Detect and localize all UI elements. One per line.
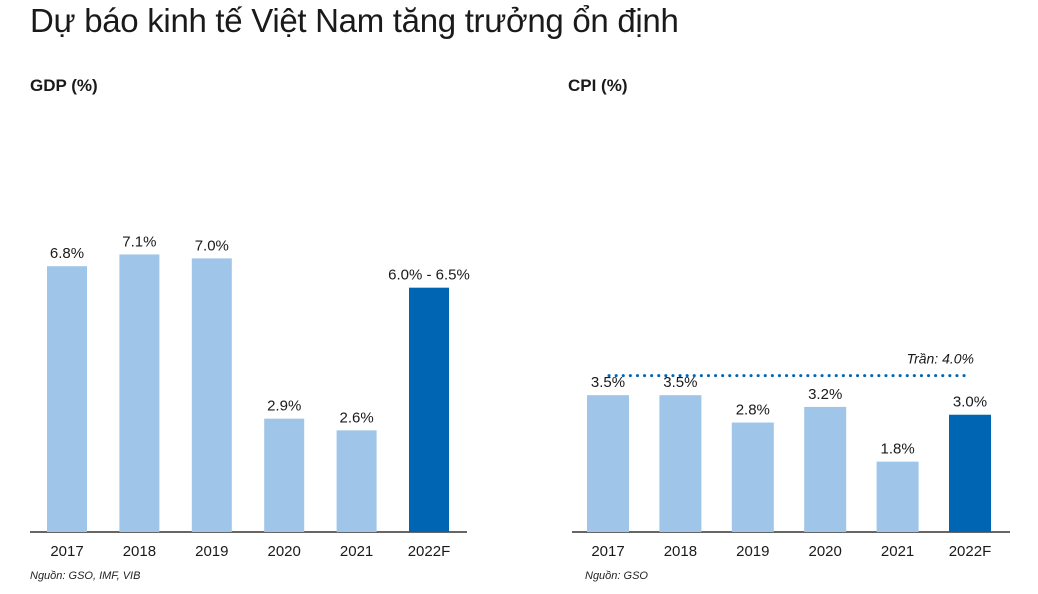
gdp-bar-2017 <box>47 266 87 532</box>
cpi-tick-label-2018: 2018 <box>664 543 697 560</box>
gdp-bar-2018 <box>119 254 160 533</box>
cpi-chart-title: CPI (%) <box>568 76 628 95</box>
gdp-data-label-2021: 2.6% <box>339 409 373 426</box>
gdp-tick-label-2017: 2017 <box>50 543 83 560</box>
gdp-bar-2020 <box>264 418 305 532</box>
gdp-bar-2022F <box>409 287 449 532</box>
cpi-data-label-2022F: 3.0% <box>953 394 987 411</box>
cpi-bar-2019 <box>731 422 774 532</box>
gdp-data-label-2022F: 6.0% - 6.5% <box>388 267 470 284</box>
cpi-data-label-2021: 1.8% <box>880 441 914 458</box>
gdp-bar-2019 <box>191 258 232 532</box>
cpi-bar-2021 <box>876 461 919 532</box>
gdp-tick-label-2021: 2021 <box>340 543 373 560</box>
gdp-data-label-2019: 7.0% <box>195 237 229 254</box>
gdp-tick-label-2018: 2018 <box>123 543 156 560</box>
cpi-tick-label-2022F: 2022F <box>949 543 992 560</box>
gdp-bar-2021 <box>336 430 377 532</box>
cpi-data-label-2019: 2.8% <box>736 402 770 419</box>
gdp-tick-label-2020: 2020 <box>268 543 301 560</box>
cpi-source-note: Nguồn: GSO <box>585 570 648 582</box>
gdp-source-note: Nguồn: GSO, IMF, VIB <box>30 570 141 582</box>
cpi-data-label-2017: 3.5% <box>591 374 625 391</box>
page-title: Dự báo kinh tế Việt Nam tăng trưởng ổn đ… <box>30 2 679 39</box>
cpi-tick-label-2021: 2021 <box>881 543 914 560</box>
gdp-chart-title: GDP (%) <box>30 76 98 95</box>
cpi-bar-2017 <box>587 395 629 532</box>
gdp-data-label-2018: 7.1% <box>122 233 156 250</box>
cpi-data-label-2020: 3.2% <box>808 386 842 403</box>
cpi-ceiling-label: Trần: 4.0% <box>907 351 974 367</box>
cpi-bar-2020 <box>804 406 847 532</box>
cpi-tick-label-2019: 2019 <box>736 543 769 560</box>
cpi-tick-label-2017: 2017 <box>591 543 624 560</box>
cpi-bar-2018 <box>659 395 702 532</box>
cpi-data-label-2018: 3.5% <box>663 374 697 391</box>
cpi-bar-2022F <box>949 414 991 532</box>
gdp-data-label-2017: 6.8% <box>50 245 84 262</box>
gdp-tick-label-2022F: 2022F <box>408 543 451 560</box>
gdp-tick-label-2019: 2019 <box>195 543 228 560</box>
gdp-data-label-2020: 2.9% <box>267 398 301 415</box>
cpi-tick-label-2020: 2020 <box>809 543 842 560</box>
